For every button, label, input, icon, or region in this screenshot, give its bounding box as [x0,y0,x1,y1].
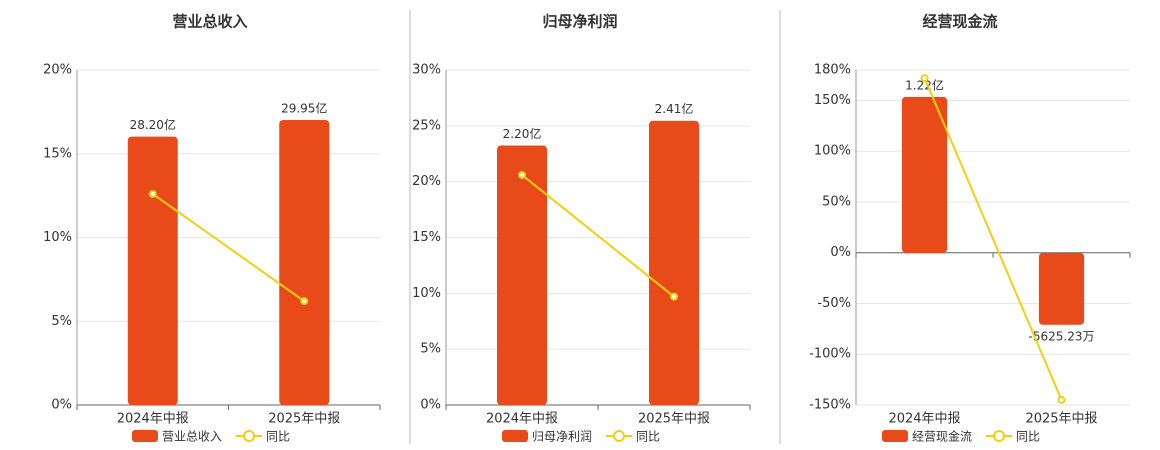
y-tick-label: 10% [43,230,72,245]
legend-label: 同比 [1016,430,1040,444]
data-label: -5625.23万 [1029,329,1095,343]
line-point [518,170,526,179]
x-tick-label: 2024年中报 [117,412,189,427]
bar [279,119,330,406]
y-tick-label: -100% [809,347,851,362]
y-tick-label: 25% [412,118,441,133]
line-point [920,74,929,83]
bar [1038,252,1085,325]
bar [649,120,699,405]
data-label: 1.22亿 [905,77,944,92]
chart-title: 营业总收入 [172,13,247,31]
chart-title: 归母净利润 [542,13,617,31]
y-tick-label: 150% [814,93,851,108]
y-tick-label: 5% [420,342,441,357]
x-tick-label: 2025年中报 [1025,412,1097,427]
legend-label: 经营现金流 [912,429,972,444]
data-label: 2.20亿 [503,126,542,141]
legend-swatch [613,430,626,442]
x-tick-label: 2025年中报 [638,412,710,427]
x-tick-label: 2024年中报 [888,412,960,427]
y-tick-label: 0% [51,398,72,413]
legend-swatch [882,430,908,442]
y-tick-label: 15% [43,146,72,161]
y-tick-label: 100% [814,144,851,159]
y-tick-label: 180% [814,63,851,78]
y-tick-label: 20% [43,63,72,78]
legend-swatch [132,430,158,442]
y-tick-label: 5% [51,314,72,329]
y-tick-label: 15% [412,230,441,245]
legend-label: 营业总收入 [162,430,222,444]
bar [497,145,547,405]
line [521,174,675,298]
legend-swatch [993,430,1006,442]
y-tick-label: 0% [830,245,851,260]
line-point [670,292,678,301]
data-label: 29.95亿 [281,100,327,115]
line-point [148,189,157,198]
line [152,193,305,302]
line-point [300,297,309,306]
x-tick-label: 2024年中报 [486,412,558,427]
line-point [1057,395,1066,404]
legend-label: 同比 [636,430,660,444]
chart-title: 经营现金流 [922,13,997,31]
legend-label: 归母净利润 [532,430,592,444]
data-label: 28.20亿 [130,117,176,132]
x-tick-label: 2025年中报 [268,412,340,427]
y-tick-label: 10% [412,286,441,301]
data-label: 2.41亿 [655,101,694,116]
line [923,77,1063,401]
y-tick-label: 20% [412,174,441,189]
y-tick-label: -150% [809,398,851,413]
legend-swatch [243,430,256,442]
y-tick-label: 0% [420,398,441,413]
y-tick-label: 30% [412,63,441,78]
y-tick-label: -50% [817,296,851,311]
legend-swatch [502,430,528,442]
legend-label: 同比 [266,430,290,444]
bar [127,136,178,405]
bar [901,96,948,253]
y-tick-label: 50% [822,194,851,209]
